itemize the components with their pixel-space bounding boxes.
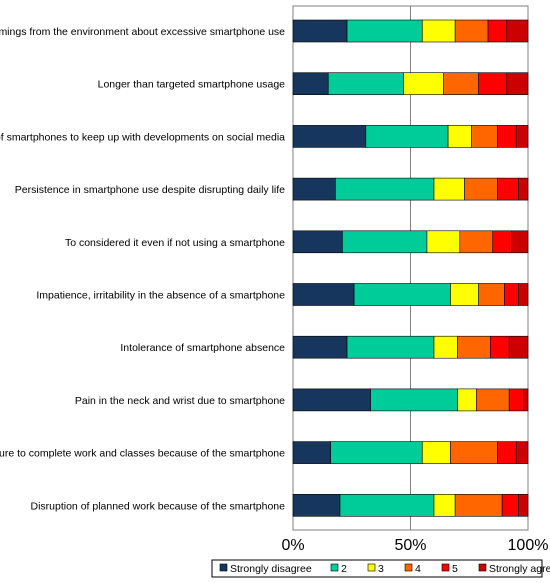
bar-segment: [454, 493, 503, 517]
bar-segment: [292, 177, 336, 201]
bar-segment: [504, 283, 519, 306]
bar-segment: [342, 230, 428, 254]
bar-segment: [426, 230, 461, 254]
category-label: Failure to complete work and classes bec…: [0, 448, 285, 460]
bar-segment: [433, 177, 465, 201]
bar-segment: [457, 388, 477, 412]
bar-segment: [292, 125, 367, 148]
bar-segment: [334, 177, 435, 201]
x-tick-label: 0%: [281, 537, 304, 554]
bar-segment: [339, 493, 435, 517]
legend-label: 3: [378, 563, 384, 575]
bar-segment: [492, 230, 512, 254]
legend-label: 5: [452, 563, 458, 575]
bar-segment: [459, 230, 494, 254]
bar-segment: [515, 441, 529, 464]
category-label: Pain in the neck and wrist due to smartp…: [75, 395, 285, 407]
bar-segment: [518, 177, 529, 201]
bar-segment: [475, 388, 510, 412]
category-label: Longer than targeted smartphone usage: [98, 79, 286, 91]
bar-segment: [292, 19, 348, 43]
category-label: Use of smartphones to keep up with devel…: [0, 131, 285, 143]
bar-segment: [457, 335, 491, 359]
plot-area: [292, 5, 529, 531]
bar-segment: [346, 335, 435, 359]
bar-segment: [292, 230, 343, 254]
bar-segment: [421, 441, 451, 464]
legend-swatch: [367, 563, 376, 572]
bar-segment: [522, 388, 529, 412]
bar-segment: [515, 125, 529, 148]
bar-segment: [497, 177, 519, 201]
legend-swatch: [219, 563, 228, 572]
legend-frame: [211, 559, 543, 578]
bar-segment: [327, 72, 404, 95]
legend: Strongly disagree 2 3 4 5 Strongly agree: [211, 559, 550, 578]
bar-segment: [433, 493, 456, 517]
bar-segment: [454, 19, 489, 43]
bar-segment: [292, 493, 341, 517]
category-label: Disruption of planned work because of th…: [31, 500, 286, 512]
bar-segment: [450, 441, 498, 464]
x-axis-ticks: 0% 50% 100%: [281, 537, 548, 554]
legend-swatch: [478, 563, 487, 572]
bar-segment: [292, 335, 348, 359]
bar-segment: [487, 19, 508, 43]
category-labels: Wamings from the environment about exces…: [0, 26, 285, 512]
bar-segment: [511, 230, 529, 254]
bar-segment: [508, 388, 524, 412]
legend-swatch: [404, 563, 413, 572]
bar-segment: [450, 283, 479, 306]
x-tick-label: 100%: [508, 537, 549, 554]
bar-segment: [497, 125, 517, 148]
category-label: Intolerance of smartphone absence: [120, 342, 285, 354]
legend-label: 2: [341, 563, 347, 575]
bar-segment: [478, 72, 508, 95]
bar-segment: [292, 441, 331, 464]
category-label: To considered it even if not using a sma…: [65, 237, 285, 249]
category-label: Impatience, irritability in the absence …: [36, 290, 285, 302]
bar-segment: [330, 441, 423, 464]
bar-segment: [346, 19, 423, 43]
bar-segment: [403, 72, 444, 95]
legend-swatch: [441, 563, 450, 572]
bar-segment: [518, 283, 529, 306]
bar-segment: [447, 125, 472, 148]
bar-segment: [490, 335, 510, 359]
legend-label: 4: [415, 563, 421, 575]
legend-items: Strongly disagree 2 3 4 5 Strongly agree: [219, 563, 550, 575]
legend-label: Strongly disagree: [230, 563, 312, 575]
x-tick-label: 50%: [394, 537, 426, 554]
bar-segment: [292, 388, 371, 412]
category-label: Persistence in smartphone use despite di…: [15, 184, 285, 196]
legend-swatch: [330, 563, 339, 572]
bar-segment: [506, 72, 529, 95]
bar-segment: [508, 335, 529, 359]
bar-segment: [506, 19, 529, 43]
bars-group: [292, 19, 529, 517]
bar-segment: [497, 441, 517, 464]
category-label: Wamings from the environment about exces…: [0, 26, 285, 38]
bar-segment: [292, 72, 329, 95]
bar-segment: [421, 19, 456, 43]
bar-segment: [365, 125, 449, 148]
bar-segment: [433, 335, 458, 359]
bar-segment: [292, 283, 355, 306]
legend-label: Strongly agree: [489, 563, 550, 575]
bar-segment: [464, 177, 498, 201]
bar-segment: [501, 493, 519, 517]
bar-segment: [471, 125, 498, 148]
bar-segment: [443, 72, 479, 95]
bar-segment: [353, 283, 451, 306]
bar-segment: [518, 493, 529, 517]
bar-segment: [478, 283, 505, 306]
bar-segment: [370, 388, 458, 412]
